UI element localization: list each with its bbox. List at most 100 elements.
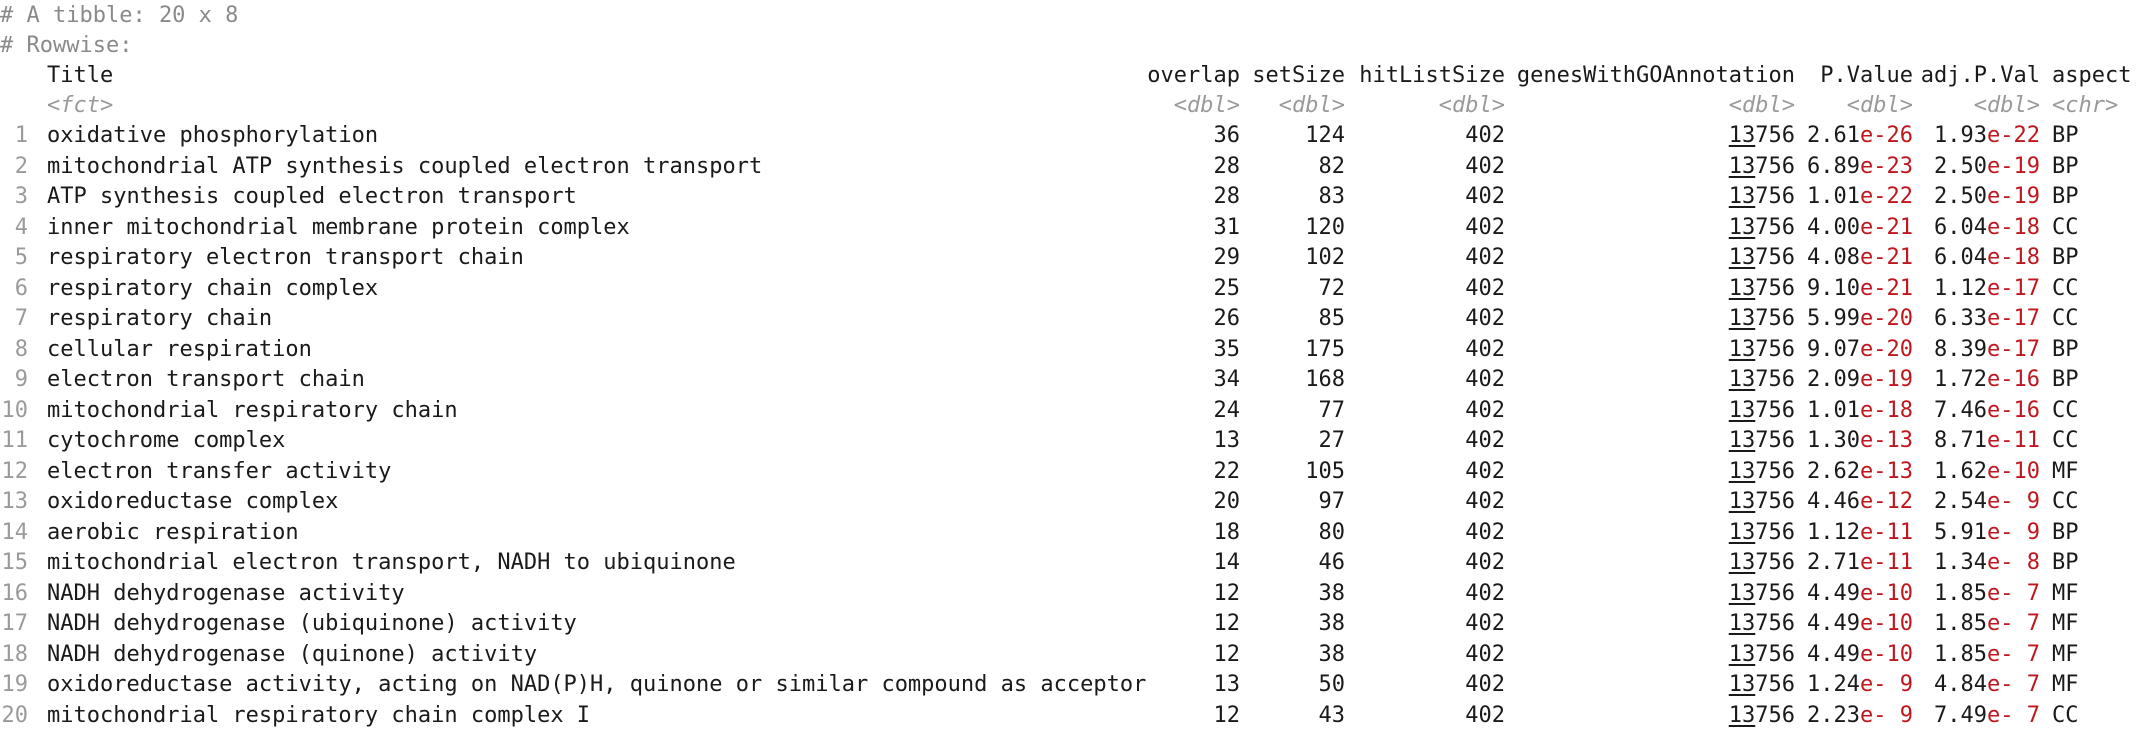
setsize-cell: 46 [1318,550,1346,575]
mantissa: 1.34 [1934,550,1988,575]
exponent: e- 8 [1987,550,2040,575]
genes-with-go-annotation-cell: 13756 [1505,243,1795,273]
mantissa: 1.30 [1807,428,1861,453]
exponent: e-20 [1860,306,1913,331]
adj-p-val-cell: 1.85e- 7 [1913,609,2040,639]
overlap-cell: 34 [1213,367,1241,392]
adj-p-val-cell: 4.84e- 7 [1913,670,2040,700]
exponent: e-18 [1987,214,2040,240]
adj-p-val-cell: 6.04e-18 [1913,243,2040,273]
setsize-cell: 97 [1318,489,1346,514]
exponent: e-16 [1987,367,2040,392]
column-type-overlap: <dbl> [1173,93,1240,118]
overlap-cell: 31 [1213,214,1241,240]
aspect-cell: CC [2052,428,2079,453]
overlap-cell: 13 [1213,428,1241,453]
p-value-cell: 2.61e-26 [1795,121,1913,151]
setsize-cell: 38 [1318,580,1346,606]
exponent: e-10 [1860,611,1913,636]
thousands-digits: 13 [1728,550,1756,575]
table-row: 1 oxidative phosphorylation 36 124 402 13756 2… [0,121,2150,151]
column-type-p-value: <dbl> [1846,93,1913,118]
aspect-cell: CC [2052,397,2079,423]
exponent: e-26 [1860,123,1913,148]
mantissa: 4.49 [1807,580,1861,606]
genes-with-go-annotation-cell: 13756 [1505,152,1795,182]
remaining-digits: 756 [1755,489,1795,514]
setsize-cell: 38 [1318,611,1346,636]
p-value-cell: 1.30e-13 [1795,426,1913,456]
exponent: e-17 [1987,275,2040,301]
mantissa: 5.91 [1934,519,1988,545]
table-row: 16 NADH dehydrogenase activity 12 38 402 1375… [0,579,2150,609]
aspect-cell: MF [2052,458,2079,484]
p-value-cell: 1.01e-18 [1795,396,1913,426]
hitlistsize-cell: 402 [1465,580,1505,606]
mantissa: 1.24 [1807,672,1861,697]
tibble-dimensions-comment: # A tibble: 20 x 8 [0,3,239,28]
exponent: e- 9 [1860,672,1913,697]
overlap-cell: 12 [1213,611,1241,636]
genes-with-go-annotation-cell: 13756 [1505,396,1795,426]
genes-with-go-annotation-cell: 13756 [1505,457,1795,487]
setsize-cell: 72 [1318,275,1346,301]
row-number: 19 [1,672,29,697]
title-cell: mitochondrial respiratory chain [47,397,458,423]
genes-with-go-annotation-cell: 13756 [1505,640,1795,670]
table-row: 8 cellular respiration 35 175 402 13756 9.07e-… [0,335,2150,365]
aspect-cell: BP [2052,550,2079,575]
setsize-cell: 27 [1318,428,1346,453]
hitlistsize-cell: 402 [1465,550,1505,575]
hitlistsize-cell: 402 [1465,245,1505,270]
genes-with-go-annotation-cell: 13756 [1505,365,1795,395]
column-header-row: Title overlap setSize hitListSize genesWithG… [0,61,2150,91]
adj-p-val-cell: 5.91e- 9 [1913,518,2040,548]
overlap-cell: 13 [1213,672,1241,697]
setsize-cell: 50 [1318,672,1346,697]
remaining-digits: 756 [1755,458,1795,484]
p-value-cell: 6.89e-23 [1795,152,1913,182]
mantissa: 2.23 [1807,702,1861,728]
mantissa: 6.33 [1934,306,1988,331]
table-row: 14 aerobic respiration 18 80 402 13756 1.12e-1… [0,518,2150,548]
overlap-cell: 26 [1213,306,1241,331]
column-header-aspect: aspect [2052,63,2132,88]
setsize-cell: 38 [1318,641,1346,667]
genes-with-go-annotation-cell: 13756 [1505,182,1795,212]
setsize-cell: 124 [1305,123,1345,148]
exponent: e-19 [1860,367,1913,392]
aspect-cell: MF [2052,641,2079,667]
setsize-cell: 77 [1318,397,1346,423]
mantissa: 1.85 [1934,611,1988,636]
hitlistsize-cell: 402 [1465,336,1505,362]
adj-p-val-cell: 2.50e-19 [1913,152,2040,182]
exponent: e-22 [1987,123,2040,148]
thousands-digits: 13 [1728,336,1756,362]
row-number: 1 [14,123,28,148]
adj-p-val-cell: 1.85e- 7 [1913,579,2040,609]
exponent: e-17 [1987,336,2040,362]
hitlistsize-cell: 402 [1465,641,1505,667]
genes-with-go-annotation-cell: 13756 [1505,121,1795,151]
p-value-cell: 5.99e-20 [1795,304,1913,334]
thousands-digits: 13 [1728,489,1756,514]
mantissa: 2.62 [1807,458,1861,484]
remaining-digits: 756 [1755,550,1795,575]
thousands-digits: 13 [1728,214,1756,240]
column-header-hitlistsize: hitListSize [1359,63,1505,88]
setsize-cell: 168 [1305,367,1345,392]
mantissa: 2.09 [1807,367,1861,392]
exponent: e- 7 [1987,672,2040,697]
remaining-digits: 756 [1755,519,1795,545]
aspect-cell: BP [2052,519,2079,545]
thousands-digits: 13 [1728,702,1756,728]
table-row: 3 ATP synthesis coupled electron transpor… [0,182,2150,212]
title-cell: ATP synthesis coupled electron transport [47,184,577,209]
genes-with-go-annotation-cell: 13756 [1505,304,1795,334]
aspect-cell: CC [2052,214,2079,240]
title-cell: electron transport chain [47,367,365,392]
thousands-digits: 13 [1728,123,1756,148]
mantissa: 6.04 [1934,245,1988,270]
mantissa: 9.07 [1807,336,1861,362]
thousands-digits: 13 [1728,519,1756,545]
